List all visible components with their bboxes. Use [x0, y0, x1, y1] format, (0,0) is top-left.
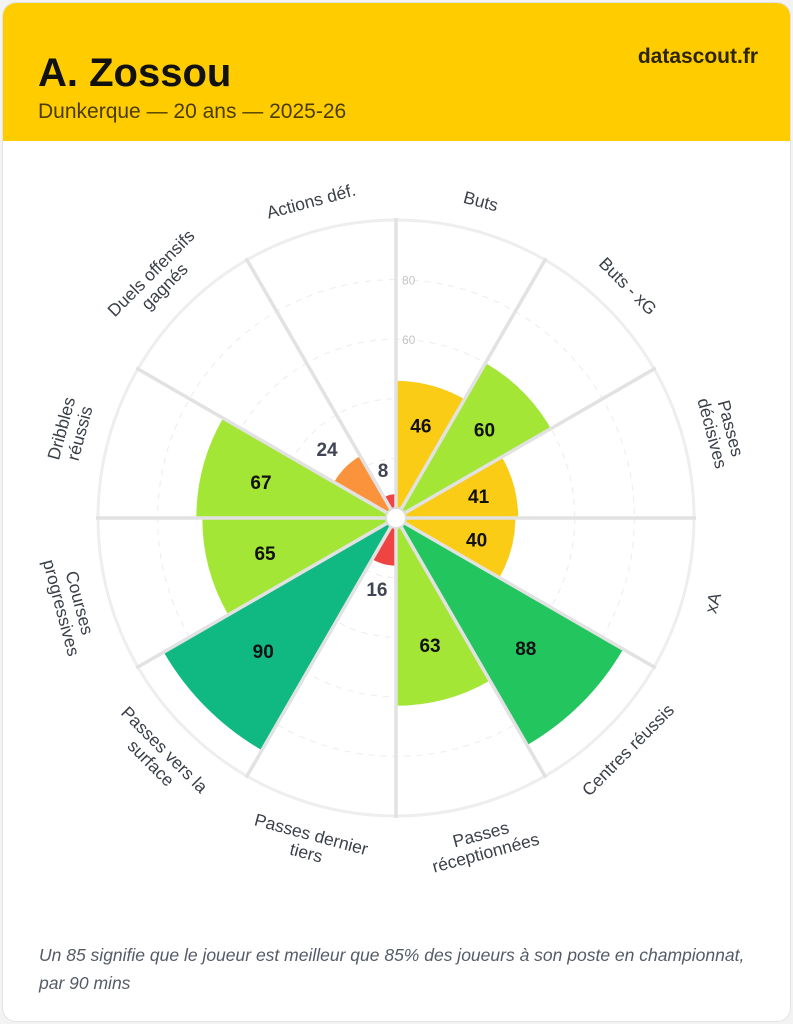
value-label: 16: [366, 580, 387, 601]
slice-0: [396, 380, 465, 518]
value-label: 67: [250, 473, 271, 494]
spoke: [394, 517, 548, 779]
header: A. Zossou Dunkerque — 20 ans — 2025-26 d…: [3, 3, 790, 141]
slice-7: [163, 518, 396, 751]
footer-note: Un 85 signifie que le joueur est meilleu…: [39, 945, 745, 993]
value-label: 90: [253, 642, 274, 663]
spoke: [394, 257, 548, 519]
slice-2: [396, 456, 519, 518]
category-label: xA: [701, 590, 726, 615]
value-label: 8: [378, 461, 389, 482]
brand-link[interactable]: datascout.fr: [637, 45, 758, 68]
value-label: 46: [410, 416, 431, 437]
category-label-line: Buts: [461, 187, 500, 215]
slice-10: [334, 456, 396, 518]
slice-1: [396, 363, 551, 518]
spoke: [244, 517, 398, 779]
value-label: 88: [515, 639, 536, 660]
player-name: A. Zossou: [38, 51, 232, 95]
slice-4: [396, 518, 624, 746]
center-hole: [385, 507, 407, 529]
category-label-line: Actions déf.: [264, 180, 358, 223]
category-label-line: xA: [701, 590, 726, 615]
spoke: [135, 516, 397, 670]
category-label: Actions déf.: [264, 180, 358, 223]
spoke: [395, 516, 657, 670]
value-label: 63: [419, 636, 440, 657]
spoke: [244, 257, 398, 519]
value-label: 40: [466, 531, 487, 552]
slice-5: [396, 518, 490, 706]
slice-9: [196, 418, 396, 518]
player-subtitle: Dunkerque — 20 ans — 2025-26: [38, 100, 347, 123]
grid-tick-label: 80: [402, 274, 416, 288]
value-label: 60: [474, 420, 495, 441]
value-label: 24: [316, 440, 338, 461]
value-label: 41: [468, 487, 490, 508]
slice-8: [202, 518, 396, 615]
spoke: [395, 366, 657, 520]
slice-3: [396, 518, 516, 578]
grid-tick-label: 60: [402, 333, 416, 347]
spoke: [135, 366, 397, 520]
value-label: 65: [254, 544, 276, 565]
category-label: Buts: [461, 187, 500, 215]
